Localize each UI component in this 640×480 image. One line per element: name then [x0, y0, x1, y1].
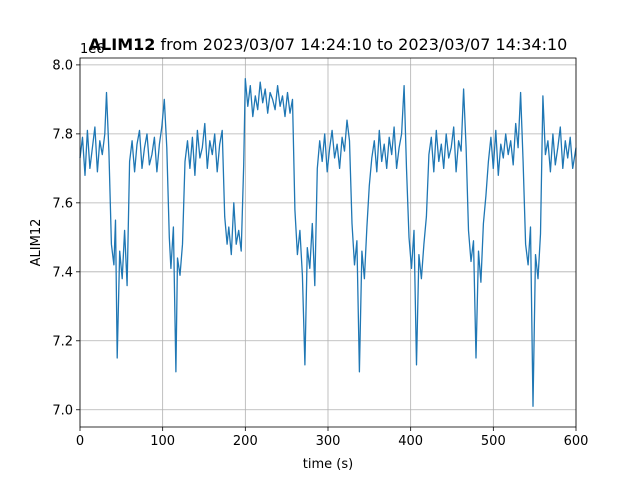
- y-tick-label: 8.0: [52, 58, 73, 73]
- chart-title: ALIM12 from 2023/03/07 14:24:10 to 2023/…: [89, 35, 568, 54]
- y-offset-label: 1e6: [80, 42, 105, 57]
- x-tick-label: 300: [316, 434, 341, 449]
- x-axis: 0 100 200 300 400 500 600: [76, 427, 589, 449]
- chart-title-rest: from 2023/03/07 14:24:10 to 2023/03/07 1…: [155, 35, 567, 54]
- x-tick-label: 600: [564, 434, 589, 449]
- series-layer: [79, 78, 577, 407]
- y-tick-label: 7.8: [52, 127, 73, 142]
- x-axis-label: time (s): [303, 457, 353, 472]
- y-axis: 7.0 7.2 7.4 7.6 7.8 8.0: [52, 58, 80, 418]
- x-tick-label: 400: [398, 434, 423, 449]
- y-tick-label: 7.6: [52, 196, 73, 211]
- x-tick-label: 200: [233, 434, 258, 449]
- chart-title-bold: ALIM12: [89, 35, 156, 54]
- series-line: [79, 78, 577, 407]
- x-tick-label: 100: [150, 434, 175, 449]
- x-tick-label: 500: [481, 434, 506, 449]
- y-tick-label: 7.4: [52, 265, 73, 280]
- y-tick-label: 7.0: [52, 403, 73, 418]
- x-tick-label: 0: [76, 434, 84, 449]
- grid: [79, 58, 577, 427]
- y-axis-label: ALIM12: [29, 219, 44, 267]
- y-tick-label: 7.2: [52, 334, 73, 349]
